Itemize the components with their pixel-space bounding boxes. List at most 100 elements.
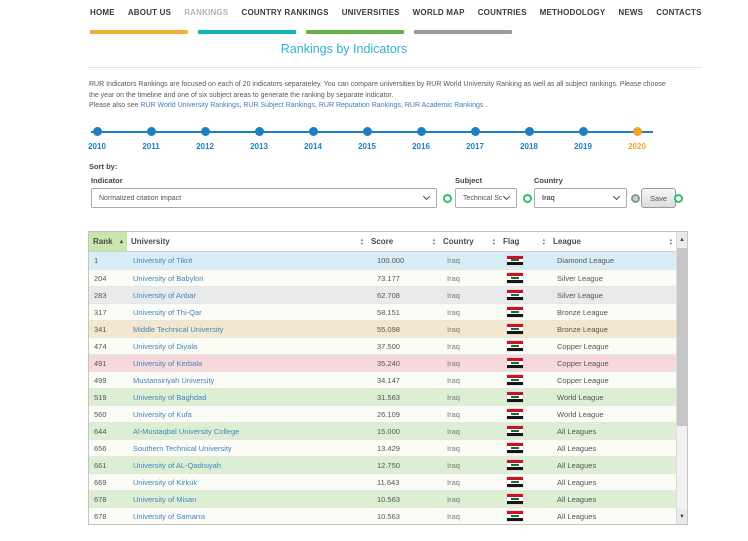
intro-link-rur-academic-rankings[interactable]: RUR Academic Rankings xyxy=(404,102,484,109)
intro-line2-suffix: . xyxy=(483,102,488,109)
nav-item-about-us[interactable]: ABOUT US xyxy=(127,8,172,17)
subject-select[interactable]: Technical Sc xyxy=(455,188,517,208)
scroll-up-icon[interactable]: ▲ xyxy=(677,232,687,247)
timeline-dot[interactable] xyxy=(578,127,588,136)
timeline-dot[interactable] xyxy=(146,127,156,136)
university-link[interactable]: University of Baghdad xyxy=(133,392,207,402)
timeline-dot[interactable] xyxy=(308,127,318,136)
timeline-dot[interactable] xyxy=(632,127,642,136)
nav-item-world-map[interactable]: WORLD MAP xyxy=(412,8,465,17)
score-cell: 55.098 xyxy=(377,324,400,334)
league-cell: All Leagues xyxy=(557,477,597,487)
sort-by-label: Sort by: xyxy=(89,162,118,171)
intro-line2-prefix: Please also see xyxy=(89,102,141,109)
timeline-year-2015[interactable]: 2015 xyxy=(347,123,387,151)
score-cell: 12.750 xyxy=(377,460,400,470)
university-link[interactable]: University of Kerbala xyxy=(133,358,203,368)
column-header-flag[interactable]: Flag ▴ ▾ xyxy=(499,232,549,251)
timeline-year-2010[interactable]: 2010 xyxy=(77,123,117,151)
intro-text: RUR Indicators Rankings are focused on e… xyxy=(89,80,667,112)
timeline-dot[interactable] xyxy=(92,127,102,136)
university-link[interactable]: University of Anbar xyxy=(133,290,196,300)
timeline-dot[interactable] xyxy=(524,127,534,136)
iraq-flag-icon xyxy=(507,273,523,283)
flag-cell xyxy=(499,409,549,419)
column-header-university[interactable]: University ▴ ▾ xyxy=(127,232,367,251)
nav-item-methodology[interactable]: METHODOLOGY xyxy=(539,8,606,17)
sort-both-icon: ▴ ▾ xyxy=(492,236,495,246)
nav-item-country-rankings[interactable]: COUNTRY RANKINGS xyxy=(241,8,329,17)
country-cell: Iraq xyxy=(447,443,460,453)
chevron-down-icon xyxy=(502,192,511,201)
country-cell: Iraq xyxy=(447,392,460,402)
league-cell: World League xyxy=(557,392,604,402)
flag-cell xyxy=(499,426,549,436)
university-link[interactable]: Middle Technical University xyxy=(133,324,224,334)
country-select[interactable]: Iraq xyxy=(534,188,627,208)
university-link[interactable]: University of Thi-Qar xyxy=(133,307,202,317)
university-link[interactable]: University of Misan xyxy=(133,494,197,504)
timeline-year-2013[interactable]: 2013 xyxy=(239,123,279,151)
column-header-score[interactable]: Score ▴ ▾ xyxy=(367,232,439,251)
university-link[interactable]: Southern Technical University xyxy=(133,443,232,453)
university-link[interactable]: Al-Mustaqbal University College xyxy=(133,426,240,436)
flag-cell xyxy=(499,494,549,504)
scrollbar-thumb[interactable] xyxy=(677,248,687,426)
timeline-dot[interactable] xyxy=(470,127,480,136)
timeline-year-2016[interactable]: 2016 xyxy=(401,123,441,151)
save-button[interactable]: Save xyxy=(641,188,677,208)
indicator-select[interactable]: Normalized citation impact xyxy=(91,188,437,208)
timeline-dot[interactable] xyxy=(200,127,210,136)
timeline-dot[interactable] xyxy=(254,127,264,136)
league-cell: Bronze League xyxy=(557,324,608,334)
iraq-flag-icon xyxy=(507,341,523,351)
flag-cell xyxy=(499,358,549,368)
country-cell: Iraq xyxy=(447,477,460,487)
iraq-flag-icon xyxy=(507,290,523,300)
rankings-table: Rank ▴ University ▴ ▾ Score ▴ ▾ Country ▴ ▾ Flag ▴ ▾ L… xyxy=(88,231,688,525)
league-cell: All Leagues xyxy=(557,426,597,436)
university-link[interactable]: University of Kirkuk xyxy=(133,477,198,487)
timeline-year-2014[interactable]: 2014 xyxy=(293,123,333,151)
table-scrollbar[interactable]: ▲ ▼ xyxy=(676,232,687,524)
university-link[interactable]: Mustansiriyah University xyxy=(133,375,215,385)
table-row: 204 University of Babylon 73.177 Iraq Silver… xyxy=(89,269,687,286)
intro-link-rur-reputation-rankings[interactable]: RUR Reputation Rankings xyxy=(318,102,401,109)
timeline-year-label: 2015 xyxy=(358,142,376,151)
flag-cell xyxy=(499,392,549,402)
country-cell: Iraq xyxy=(447,341,460,351)
timeline-year-2019[interactable]: 2019 xyxy=(563,123,603,151)
timeline-year-2011[interactable]: 2011 xyxy=(131,123,171,151)
rank-cell: 283 xyxy=(94,290,107,300)
sort-both-icon: ▴ ▾ xyxy=(360,236,363,246)
column-header-country[interactable]: Country ▴ ▾ xyxy=(439,232,499,251)
university-link[interactable]: University of Tikrit xyxy=(133,256,193,265)
timeline-year-2017[interactable]: 2017 xyxy=(455,123,495,151)
flag-cell xyxy=(499,511,549,521)
nav-item-countries[interactable]: COUNTRIES xyxy=(477,8,527,17)
timeline-dot[interactable] xyxy=(416,127,426,136)
nav-item-home[interactable]: HOME xyxy=(90,8,115,17)
intro-link-rur-subject-rankings[interactable]: RUR Subject Rankings xyxy=(243,102,315,109)
university-link[interactable]: University of Diyala xyxy=(133,341,198,351)
university-link[interactable]: University of AL-Qadisiyah xyxy=(133,460,221,470)
intro-link-rur-world-university-rankings[interactable]: RUR World University Rankings xyxy=(140,102,240,109)
rank-cell: 678 xyxy=(94,511,107,521)
scroll-down-icon[interactable]: ▼ xyxy=(677,509,687,524)
table-row: 491 University of Kerbala 35.240 Iraq Copper… xyxy=(89,354,687,371)
university-link[interactable]: University of Babylon xyxy=(133,273,204,283)
university-link[interactable]: University of Samarra xyxy=(133,511,206,521)
nav-item-universities[interactable]: UNIVERSITIES xyxy=(341,8,400,17)
nav-item-contacts[interactable]: CONTACTS xyxy=(656,8,702,17)
timeline-year-2018[interactable]: 2018 xyxy=(509,123,549,151)
university-link[interactable]: University of Kufa xyxy=(133,409,192,419)
nav-item-news[interactable]: NEWS xyxy=(618,8,644,17)
timeline-year-2020[interactable]: 2020 xyxy=(617,123,657,151)
nav-item-rankings[interactable]: RANKINGS xyxy=(184,8,229,17)
timeline-dot[interactable] xyxy=(362,127,372,136)
timeline-year-2012[interactable]: 2012 xyxy=(185,123,225,151)
score-cell: 100.000 xyxy=(377,256,405,265)
sort-both-icon: ▴ ▾ xyxy=(542,236,545,246)
column-header-rank[interactable]: Rank ▴ xyxy=(89,232,127,251)
column-header-league[interactable]: League ▴ ▾ xyxy=(549,232,676,251)
